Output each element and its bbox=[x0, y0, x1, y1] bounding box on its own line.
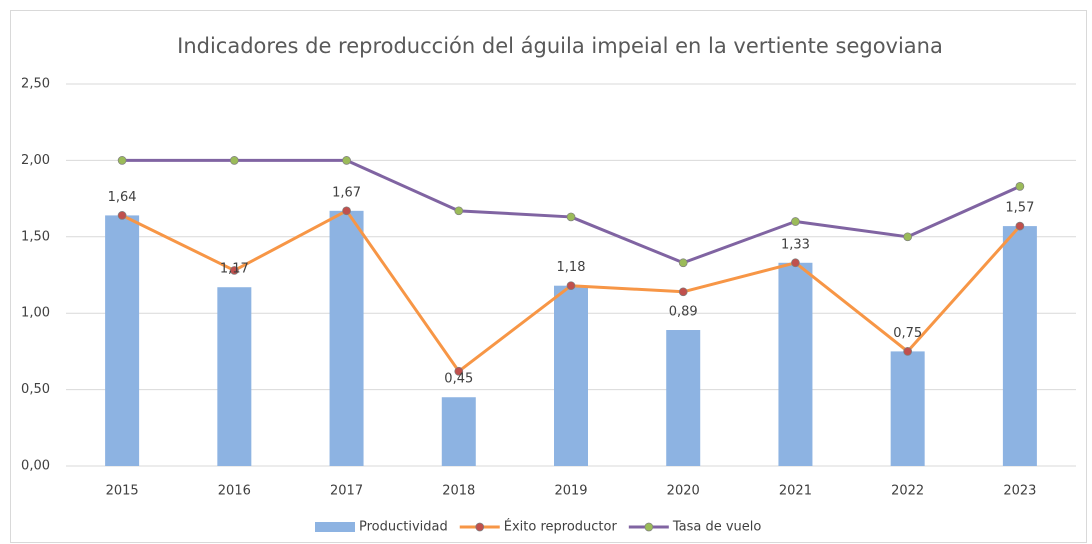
data-label: 1,18 bbox=[557, 260, 586, 275]
bar bbox=[217, 287, 252, 466]
legend-label: Tasa de vuelo bbox=[672, 520, 762, 535]
chart-title: Indicadores de reproducción del águila i… bbox=[177, 34, 943, 58]
legend-marker bbox=[644, 522, 654, 532]
chart-border bbox=[10, 10, 1087, 543]
bar bbox=[554, 285, 588, 466]
data-label: 1,64 bbox=[108, 190, 137, 205]
bar bbox=[105, 215, 140, 466]
line-marker bbox=[229, 266, 239, 275]
data-label: 0,45 bbox=[444, 372, 473, 387]
line-marker bbox=[678, 287, 688, 297]
bar bbox=[1002, 226, 1037, 466]
bar bbox=[666, 330, 701, 466]
line-marker bbox=[1015, 221, 1025, 231]
data-label: 0,75 bbox=[893, 326, 922, 341]
data-label: 1,57 bbox=[1005, 201, 1034, 216]
x-tick-label: 2020 bbox=[667, 484, 700, 499]
y-tick-label: 2,00 bbox=[21, 153, 50, 168]
x-tick-label: 2023 bbox=[1003, 484, 1036, 499]
x-tick-label: 2021 bbox=[779, 484, 812, 499]
legend-label: Productividad bbox=[359, 520, 448, 535]
legend-swatch bbox=[315, 522, 355, 532]
bar bbox=[778, 262, 813, 466]
x-tick-label: 2019 bbox=[554, 484, 587, 499]
y-tick-label: 0,50 bbox=[21, 382, 50, 397]
line-marker bbox=[342, 206, 351, 216]
line-marker bbox=[117, 211, 127, 220]
y-tick-label: 0,00 bbox=[21, 459, 50, 474]
line-marker bbox=[791, 258, 800, 268]
bar bbox=[890, 351, 925, 466]
line-marker bbox=[566, 212, 576, 222]
line-marker bbox=[566, 281, 576, 291]
line-marker bbox=[1015, 182, 1025, 191]
line-marker bbox=[903, 347, 913, 356]
data-label: 1,67 bbox=[332, 185, 361, 200]
line-marker bbox=[454, 206, 464, 216]
x-tick-label: 2022 bbox=[891, 484, 924, 499]
y-tick-label: 2,50 bbox=[21, 77, 50, 92]
bar bbox=[329, 210, 364, 466]
line-marker bbox=[454, 366, 464, 376]
line-marker bbox=[791, 217, 800, 226]
line-marker bbox=[678, 258, 688, 268]
legend-marker bbox=[475, 522, 485, 532]
line-marker bbox=[117, 156, 127, 165]
data-label: 1,33 bbox=[781, 237, 810, 252]
x-tick-label: 2016 bbox=[218, 484, 251, 499]
y-tick-label: 1,00 bbox=[21, 306, 50, 321]
bar bbox=[441, 397, 476, 466]
data-label: 0,89 bbox=[669, 305, 698, 320]
line-marker bbox=[229, 156, 239, 165]
x-tick-label: 2015 bbox=[106, 484, 139, 499]
y-tick-label: 1,50 bbox=[21, 229, 50, 244]
data-label: 1,17 bbox=[220, 262, 249, 277]
line-marker bbox=[903, 232, 913, 242]
x-tick-label: 2017 bbox=[330, 484, 363, 499]
legend-label: Éxito reproductor bbox=[504, 519, 618, 535]
line-marker bbox=[342, 156, 351, 165]
x-tick-label: 2018 bbox=[442, 484, 475, 499]
